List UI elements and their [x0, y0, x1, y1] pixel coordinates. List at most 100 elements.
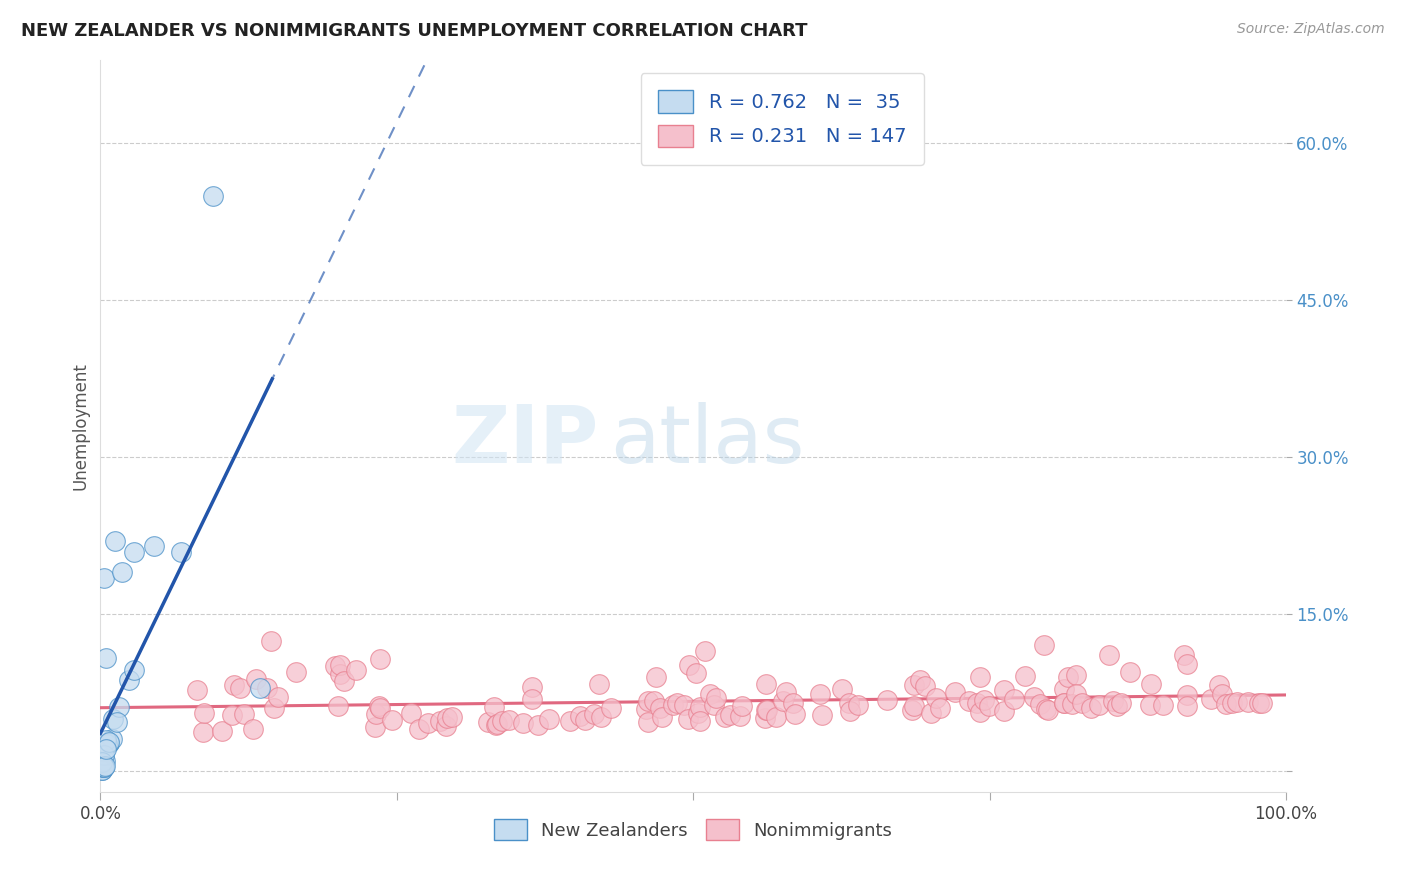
Point [1098, 648, 1121, 662]
Point [704, 691, 727, 706]
Point [957, 694, 980, 708]
Point [765, 710, 787, 724]
Point [665, 696, 688, 710]
Point [381, 714, 404, 728]
Point [263, 700, 285, 714]
Point [103, 534, 125, 549]
Point [637, 714, 659, 729]
Point [783, 707, 806, 722]
Point [429, 714, 451, 728]
Point [526, 717, 548, 731]
Point [754, 711, 776, 725]
Point [1102, 693, 1125, 707]
Point [920, 706, 942, 720]
Point [1140, 677, 1163, 691]
Point [90, 764, 112, 778]
Point [91, 756, 114, 771]
Point [364, 720, 387, 734]
Point [93, 760, 115, 774]
Point [193, 706, 215, 720]
Point [662, 698, 685, 712]
Point [96, 737, 118, 751]
Point [498, 713, 520, 727]
Point [588, 677, 610, 691]
Text: atlas: atlas [610, 401, 804, 480]
Point [1014, 669, 1036, 683]
Y-axis label: Unemployment: Unemployment [72, 362, 89, 490]
Point [1152, 698, 1174, 712]
Point [1208, 678, 1230, 692]
Point [1060, 697, 1083, 711]
Point [903, 678, 925, 692]
Point [714, 710, 737, 724]
Point [91, 759, 114, 773]
Point [1053, 696, 1076, 710]
Point [1080, 701, 1102, 715]
Point [808, 687, 831, 701]
Point [329, 667, 352, 681]
Point [686, 706, 709, 720]
Point [838, 696, 860, 710]
Point [583, 706, 606, 721]
Point [910, 673, 932, 687]
Point [846, 698, 869, 713]
Point [1211, 687, 1233, 701]
Point [284, 665, 307, 679]
Point [118, 673, 141, 687]
Point [368, 701, 391, 715]
Point [91, 758, 114, 772]
Point [993, 683, 1015, 698]
Point [108, 700, 131, 714]
Point [1057, 670, 1080, 684]
Point [211, 723, 233, 738]
Point [245, 673, 267, 687]
Point [914, 679, 936, 693]
Point [775, 685, 797, 699]
Point [90, 764, 112, 778]
Point [256, 681, 278, 696]
Point [831, 682, 853, 697]
Point [98, 735, 121, 749]
Point [111, 566, 134, 580]
Point [491, 714, 513, 728]
Point [142, 539, 165, 553]
Point [329, 657, 352, 672]
Point [591, 710, 613, 724]
Point [101, 731, 124, 746]
Point [91, 757, 114, 772]
Point [122, 663, 145, 677]
Point [876, 693, 898, 707]
Point [233, 706, 256, 721]
Point [186, 683, 208, 698]
Point [689, 714, 711, 728]
Point [94, 733, 117, 747]
Point [720, 707, 742, 722]
Text: NEW ZEALANDER VS NONIMMIGRANTS UNEMPLOYMENT CORRELATION CHART: NEW ZEALANDER VS NONIMMIGRANTS UNEMPLOYM… [21, 22, 807, 40]
Point [637, 694, 659, 708]
Point [689, 700, 711, 714]
Point [242, 722, 264, 736]
Point [191, 725, 214, 739]
Point [344, 663, 367, 677]
Point [333, 674, 356, 689]
Point [966, 696, 988, 710]
Point [368, 651, 391, 665]
Point [249, 681, 271, 695]
Point [558, 714, 581, 729]
Point [1247, 696, 1270, 710]
Point [901, 703, 924, 717]
Point [1119, 665, 1142, 679]
Point [520, 692, 543, 706]
Point [1066, 668, 1088, 682]
Point [91, 762, 114, 776]
Point [599, 700, 621, 714]
Point [222, 678, 245, 692]
Point [260, 634, 283, 648]
Point [93, 571, 115, 585]
Point [1038, 703, 1060, 717]
Point [1173, 648, 1195, 663]
Point [1066, 687, 1088, 701]
Point [228, 681, 250, 695]
Point [811, 708, 834, 723]
Point [101, 712, 124, 726]
